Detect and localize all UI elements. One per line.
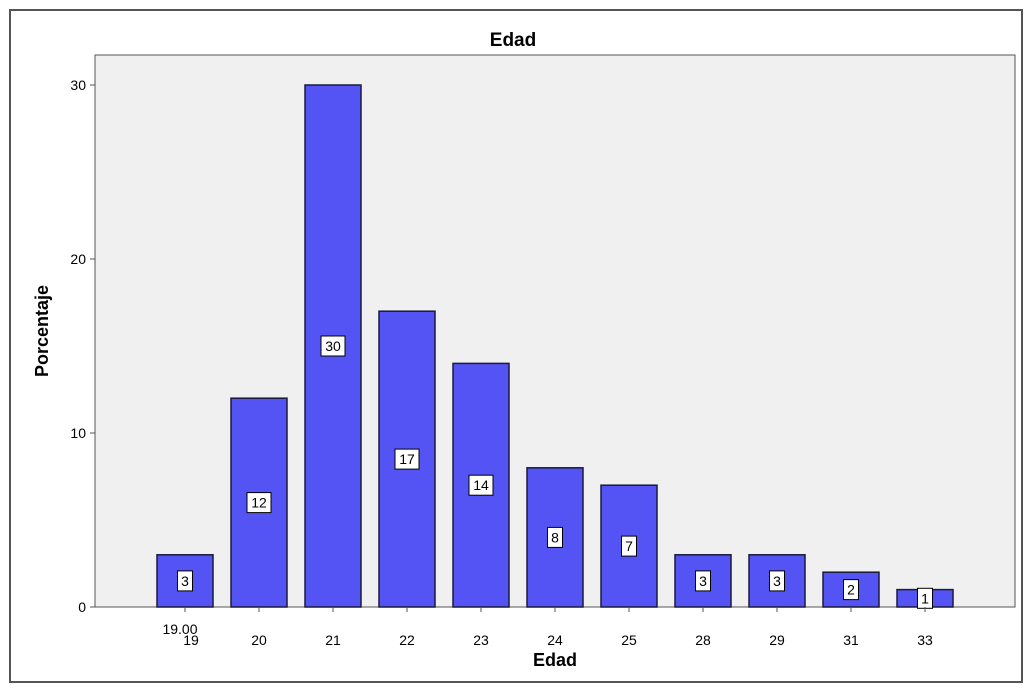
data-label: 3 <box>181 573 189 589</box>
bar <box>452 362 510 608</box>
y-tick-label: 0 <box>78 599 86 615</box>
x-tick-label: 24 <box>547 632 563 648</box>
x-tick-label: 22 <box>399 632 415 648</box>
x-tick-label: 20 <box>251 632 267 648</box>
data-label-box <box>177 570 193 592</box>
data-label-box <box>320 335 346 357</box>
data-label: 14 <box>473 477 489 493</box>
bar <box>378 310 436 608</box>
data-label-box <box>468 474 494 496</box>
x-tick-label: 29 <box>769 632 785 648</box>
x-tick-label: 21 <box>325 632 341 648</box>
data-label: 7 <box>625 538 633 554</box>
data-label-box <box>621 535 637 557</box>
data-label-box <box>547 526 563 548</box>
data-label: 12 <box>251 495 267 511</box>
x-axis-label: Edad <box>533 650 577 670</box>
data-label: 3 <box>699 573 707 589</box>
x-ticks: 19 20 21 22 23 24 25 28 29 31 33 <box>183 607 933 648</box>
data-label: 30 <box>325 338 341 354</box>
x-axis-annotation: 19.00 <box>162 621 197 637</box>
data-label-box <box>769 570 785 592</box>
x-tick-label: 31 <box>843 632 859 648</box>
data-label: 2 <box>847 582 855 598</box>
x-tick-label: 33 <box>917 632 933 648</box>
y-tick-label: 20 <box>70 251 86 267</box>
data-label: 3 <box>773 573 781 589</box>
x-tick-label: 19 <box>183 632 199 648</box>
y-tick-label: 30 <box>70 77 86 93</box>
data-label: 8 <box>551 529 559 545</box>
y-ticks: 0 10 20 30 <box>70 77 95 615</box>
data-label: 1 <box>921 590 929 606</box>
x-tick-label: 25 <box>621 632 637 648</box>
data-label-box <box>394 448 420 470</box>
bars: 3 12 30 17 14 8 7 3 3 2 1 <box>156 84 954 609</box>
x-tick-label: 28 <box>695 632 711 648</box>
data-label-box <box>246 492 272 514</box>
data-label-box <box>695 570 711 592</box>
data-label: 17 <box>399 451 415 467</box>
y-tick-label: 10 <box>70 425 86 441</box>
x-tick-label: 23 <box>473 632 489 648</box>
chart-title: Edad <box>490 30 536 51</box>
data-label-box <box>843 579 859 601</box>
y-axis-label: Porcentaje <box>32 285 52 377</box>
